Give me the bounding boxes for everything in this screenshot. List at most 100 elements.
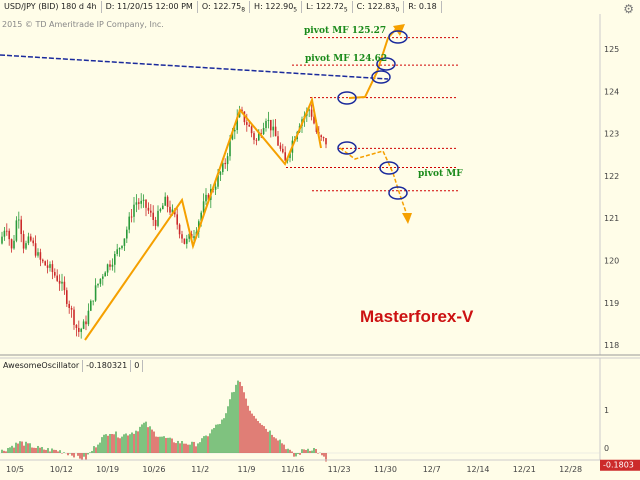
candle-body [222,162,224,173]
candle-body [61,281,63,284]
candle-body [135,202,138,205]
time-tick-label: 10/26 [142,465,165,474]
candle-body [202,201,205,213]
candle-body [217,174,219,187]
candle-body [183,238,186,244]
candle-body [130,216,133,218]
price-tick-label: 125 [604,45,619,54]
candle-body [270,119,272,131]
candle-body [63,281,66,291]
osc-tick-label: 1 [604,406,609,415]
candle-body [109,264,111,267]
candle-body [176,214,178,225]
osc-current-badge [600,459,640,471]
candle-body [22,234,25,249]
candle-body [126,229,128,239]
candle-body [97,283,99,286]
time-tick-label: 10/12 [50,465,73,474]
candle-body [3,230,6,237]
candle-body [6,230,8,232]
candle-body [42,259,44,262]
price-tick-label: 118 [604,341,619,350]
price-tick-label: 120 [604,257,619,266]
candle-body [94,285,97,301]
candle-body [253,133,255,140]
candle-body [248,124,250,127]
candle-body [200,212,202,222]
pivot-marker-ellipse [388,30,408,44]
candle-body [114,253,116,265]
candle-body [219,172,222,175]
candle-body [320,135,322,138]
candle-body [310,109,313,117]
candle-body [68,303,70,309]
candle-body [207,194,210,200]
candle-body [145,199,147,208]
pivot-marker-ellipse [376,57,396,71]
pivot-annotation-3: pivot MF [418,169,463,179]
oscillator-name[interactable]: AwesomeOscillator [0,359,84,372]
projection-up-arrow [393,24,405,36]
candle-body [80,328,82,332]
candle-body [25,243,27,249]
candle-body [8,230,10,240]
time-tick-label: 11/2 [191,465,209,474]
candle-body [90,300,92,311]
price-tick-label: 124 [604,87,619,96]
candle-body [181,234,183,239]
candle-body [27,236,30,244]
candle-body [39,252,42,260]
time-tick-label: 11/30 [374,465,397,474]
candle-body [128,216,130,230]
time-tick-label: 12/7 [423,465,441,474]
candle-body [13,240,15,249]
candle-body [284,152,286,161]
candle-body [246,122,248,125]
projection-down-line [339,147,408,216]
candle-body [178,224,181,235]
candle-body [111,264,114,267]
candle-body [162,205,164,210]
candle-body [54,272,56,276]
candle-body [78,327,80,332]
pivot-annotation-1: pivot MF 125.27 [304,26,386,36]
candle-body [214,186,217,190]
time-tick-label: 11/16 [281,465,304,474]
candle-body [159,209,162,211]
candle-body [116,249,118,254]
candle-body [150,210,152,213]
open-label: O: 122.758 [198,1,251,14]
candle-body [15,220,18,241]
candle-body [123,238,126,246]
candle-body [106,264,109,273]
candle-body [49,264,51,268]
zigzag-line [84,96,322,341]
candle-body [262,128,265,135]
high-label: H: 122.905 [250,1,303,14]
projection-down-arrow [402,213,412,224]
candle-body [250,126,253,134]
candle-body [277,136,279,146]
symbol-label[interactable]: USD/JPY (BID) 180 d 4h [0,1,102,13]
candle-body [1,236,3,244]
pivot-marker-ellipse [371,70,391,84]
candle-body [255,139,258,141]
time-tick-label: 11/9 [238,465,256,474]
candle-body [229,139,231,157]
gear-icon[interactable]: ⚙ [623,2,634,16]
candle-body [157,210,159,226]
candle-body [142,199,145,201]
oscillator-extra: 0 [131,359,144,372]
candle-body [46,265,49,268]
candle-body [234,129,236,132]
candle-body [121,245,123,249]
candle-body [147,207,150,211]
candle-body [171,209,174,213]
candle-body [10,239,13,249]
candle-body [289,152,291,159]
oscillator-value: -0.180321 [83,359,132,372]
candle-body [85,321,87,325]
candle-body [58,280,61,284]
candle-body [138,202,140,204]
